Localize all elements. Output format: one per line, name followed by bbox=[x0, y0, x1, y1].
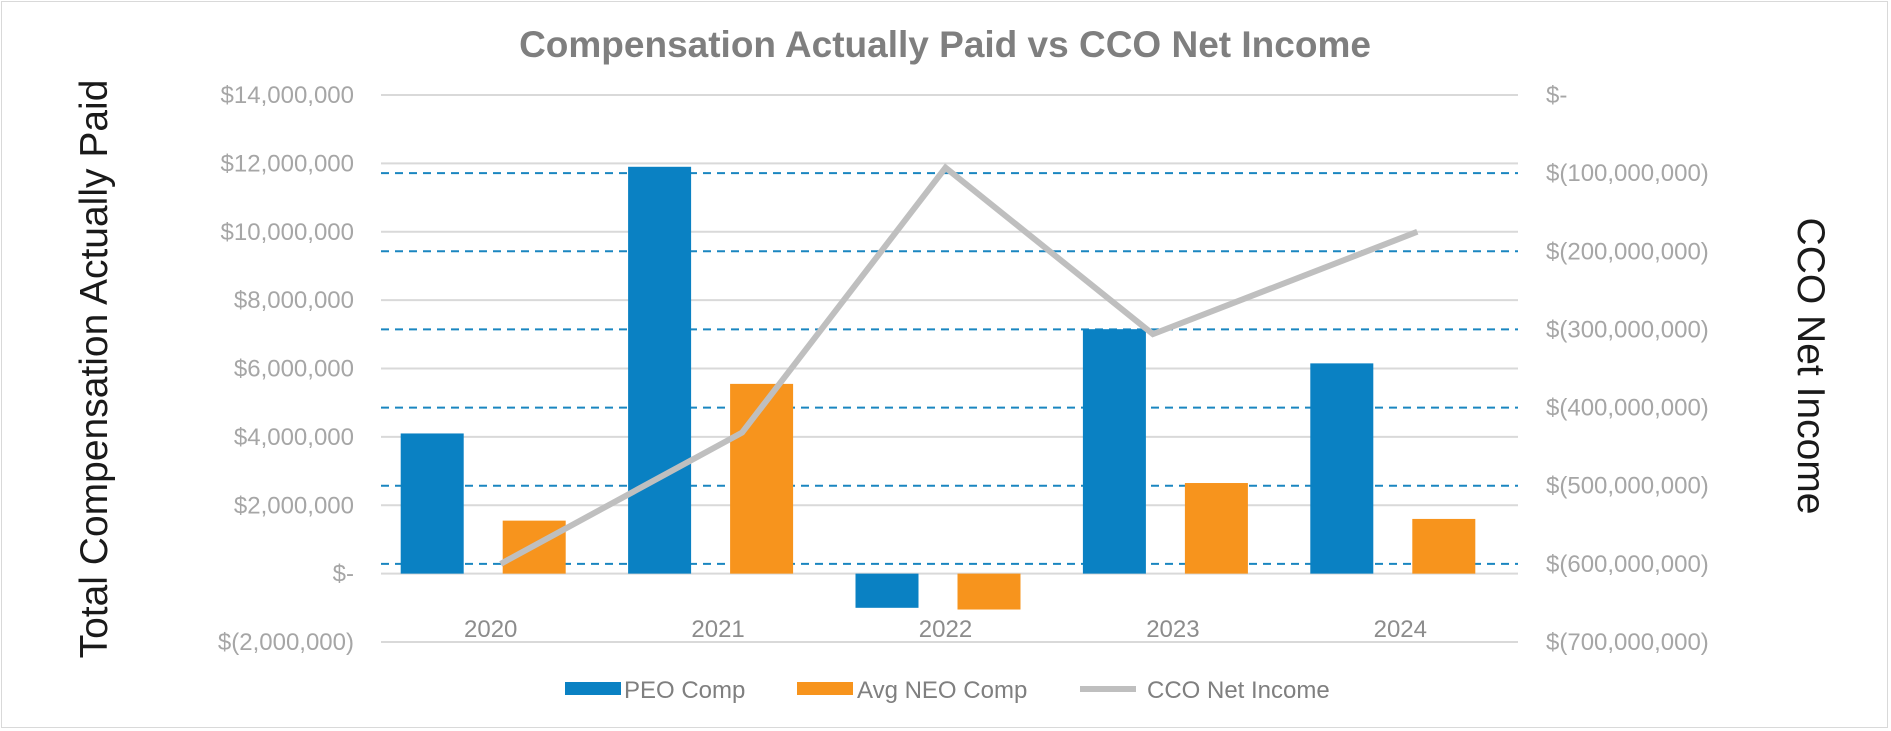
bar-peo-comp-2020 bbox=[400, 433, 464, 574]
y-tick-label: $- bbox=[333, 561, 354, 588]
y-tick-label: $4,000,000 bbox=[234, 424, 354, 451]
bar-avg-neo-comp-2022 bbox=[957, 573, 1021, 610]
line-series bbox=[499, 163, 1419, 567]
y2-tick-label: $(200,000,000) bbox=[1546, 238, 1709, 265]
chart-title: Compensation Actually Paid vs CCO Net In… bbox=[519, 24, 1371, 65]
y2-axis-title: CCO Net Income bbox=[1789, 218, 1832, 515]
y-tick-label: $6,000,000 bbox=[234, 356, 354, 383]
y2-tick-label: $(500,000,000) bbox=[1546, 473, 1709, 500]
legend-label-avg-neo-comp: Avg NEO Comp bbox=[857, 677, 1027, 704]
legend-label-peo-comp: PEO Comp bbox=[624, 677, 745, 704]
y-tick-label: $2,000,000 bbox=[234, 492, 354, 519]
y2-tick-label: $(300,000,000) bbox=[1546, 316, 1709, 343]
y-tick-label: $14,000,000 bbox=[221, 82, 354, 109]
right-tick-labels: $(700,000,000) $(600,000,000) $(500,000,00… bbox=[1546, 82, 1709, 656]
legend: PEO Comp Avg NEO Comp CCO Net Income bbox=[565, 677, 1330, 704]
legend-swatch-avg-neo-comp bbox=[797, 682, 853, 695]
bar-avg-neo-comp-2024 bbox=[1412, 518, 1476, 574]
category-labels: 2020 2021 2022 2023 2024 bbox=[464, 616, 1427, 643]
legend-label-cco-net-income: CCO Net Income bbox=[1147, 677, 1330, 704]
x-tick-label: 2024 bbox=[1374, 616, 1427, 643]
y2-tick-label: $(100,000,000) bbox=[1546, 160, 1709, 187]
x-tick-label: 2021 bbox=[691, 616, 744, 643]
primary-gridlines bbox=[381, 94, 1518, 643]
bar-peo-comp-2023 bbox=[1082, 329, 1146, 574]
y-tick-label: $8,000,000 bbox=[234, 287, 354, 314]
y-axis-title: Total Compensation Actually Paid bbox=[73, 80, 116, 659]
bar-peo-comp-2021 bbox=[628, 166, 692, 574]
legend-swatch-peo-comp bbox=[565, 682, 621, 695]
bar-series bbox=[400, 166, 1476, 610]
bar-avg-neo-comp-2023 bbox=[1184, 483, 1248, 574]
y-tick-label: $10,000,000 bbox=[221, 219, 354, 246]
x-tick-label: 2023 bbox=[1146, 616, 1199, 643]
bar-peo-comp-2024 bbox=[1310, 363, 1374, 574]
x-tick-label: 2020 bbox=[464, 616, 517, 643]
left-tick-labels: $(2,000,000) $- $2,000,000 $4,000,000 $6,000… bbox=[218, 82, 354, 656]
bar-avg-neo-comp-2021 bbox=[730, 383, 794, 574]
x-tick-label: 2022 bbox=[919, 616, 972, 643]
y2-tick-label: $(400,000,000) bbox=[1546, 395, 1709, 422]
y2-tick-label: $(600,000,000) bbox=[1546, 551, 1709, 578]
y-tick-label: $(2,000,000) bbox=[218, 629, 354, 656]
y2-tick-label: $(700,000,000) bbox=[1546, 629, 1709, 656]
y2-tick-label: $- bbox=[1546, 82, 1567, 109]
bar-peo-comp-2022 bbox=[855, 573, 919, 608]
y-tick-label: $12,000,000 bbox=[221, 150, 354, 177]
secondary-gridlines bbox=[381, 172, 1518, 565]
